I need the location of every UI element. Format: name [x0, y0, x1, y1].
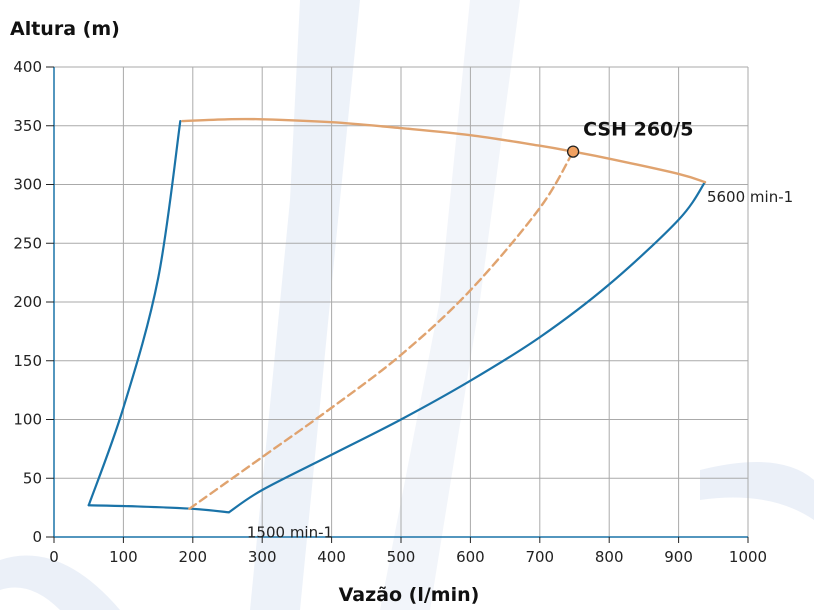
annotation-label: CSH 260/5: [583, 119, 693, 141]
x-tick-label: 0: [49, 548, 59, 566]
y-tick-label: 300: [13, 176, 42, 194]
operating-point-marker: [566, 145, 580, 158]
performance-curve-4: [188, 150, 575, 510]
y-tick-label: 400: [13, 58, 42, 76]
axes: [46, 66, 749, 543]
x-tick-label: 1000: [729, 548, 767, 566]
y-axis-title: Altura (m): [10, 18, 120, 40]
y-tick-labels: 0 50 100 150 200 250 300 350 400: [13, 58, 42, 546]
y-tick-label: 50: [23, 469, 42, 487]
data-points: [566, 145, 580, 158]
annotation-label: 5600 min-1: [707, 188, 793, 206]
x-tick-label: 600: [456, 548, 485, 566]
x-tick-label: 100: [109, 548, 138, 566]
watermark-shape: [380, 0, 520, 610]
x-tick-label: 900: [664, 548, 693, 566]
annotations: CSH 260/5 5600 min-1 1500 min-1: [247, 119, 793, 542]
performance-curve-3: [181, 117, 707, 184]
envelope-line-0: [87, 119, 182, 507]
watermark-shape: [0, 555, 120, 610]
x-tick-label: 700: [525, 548, 554, 566]
y-tick-label: 200: [13, 293, 42, 311]
x-tick-label: 800: [595, 548, 624, 566]
x-tick-label: 500: [387, 548, 416, 566]
y-tick-label: 100: [13, 411, 42, 429]
x-axis-title: Vazão (l/min): [339, 584, 480, 606]
annotation-label: 1500 min-1: [247, 523, 333, 541]
y-tick-label: 0: [32, 528, 42, 546]
envelope-line-2: [227, 181, 707, 514]
x-tick-label: 300: [248, 548, 277, 566]
envelope-line-1: [87, 504, 230, 514]
watermark-shape: [700, 462, 814, 520]
y-tick-label: 350: [13, 117, 42, 135]
y-tick-label: 250: [13, 234, 42, 252]
y-tick-label: 150: [13, 352, 42, 370]
x-tick-label: 200: [178, 548, 207, 566]
x-tick-label: 400: [317, 548, 346, 566]
series-lines: [87, 117, 707, 514]
x-tick-labels: 0 100 200 300 400 500 600 700 800 900 1000: [49, 548, 767, 566]
watermark-shape: [250, 0, 360, 610]
